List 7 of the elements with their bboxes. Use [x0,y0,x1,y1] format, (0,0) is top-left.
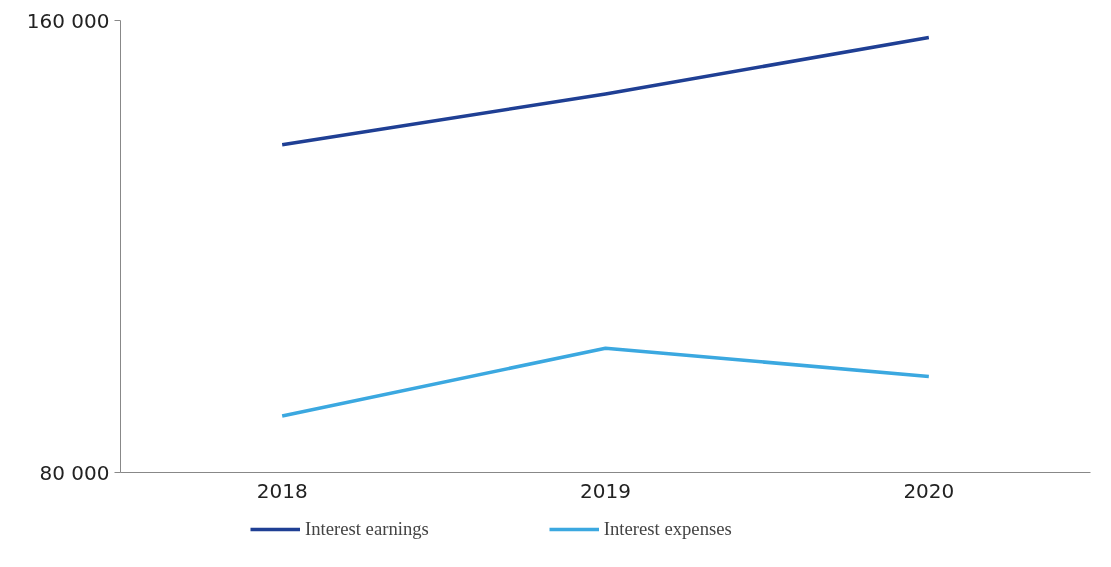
x-tick-label: 2019 [580,478,631,503]
y-tick-label: 160 000 [26,8,110,33]
y-tick-label: 80 000 [39,460,110,485]
x-tick-label: 2018 [256,478,308,503]
legend-label: Interest expenses [603,518,732,540]
x-tick-label: 2020 [903,478,955,503]
legend-label: Interest earnings [305,518,429,540]
